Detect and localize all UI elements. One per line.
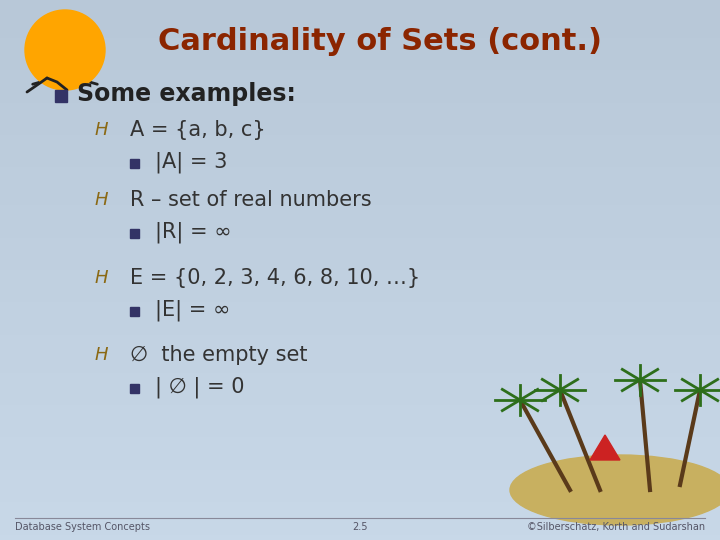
- Bar: [130, 229, 139, 238]
- Text: |E| = ∞: |E| = ∞: [155, 299, 230, 321]
- Text: A = {a, b, c}: A = {a, b, c}: [130, 120, 266, 140]
- Text: Database System Concepts: Database System Concepts: [15, 522, 150, 532]
- Text: ©Silberschatz, Korth and Sudarshan: ©Silberschatz, Korth and Sudarshan: [527, 522, 705, 532]
- Text: 2.5: 2.5: [352, 522, 368, 532]
- Text: H: H: [95, 121, 109, 139]
- Circle shape: [25, 10, 105, 90]
- Text: H: H: [95, 346, 109, 364]
- Ellipse shape: [510, 455, 720, 525]
- Text: |R| = ∞: |R| = ∞: [155, 221, 232, 243]
- Text: | ∅ | = 0: | ∅ | = 0: [155, 376, 245, 398]
- Polygon shape: [590, 435, 620, 460]
- Text: H: H: [95, 191, 109, 209]
- Text: H: H: [95, 269, 109, 287]
- Text: R – set of real numbers: R – set of real numbers: [130, 190, 372, 210]
- Text: E = {0, 2, 3, 4, 6, 8, 10, …}: E = {0, 2, 3, 4, 6, 8, 10, …}: [130, 268, 420, 288]
- Text: ∅  the empty set: ∅ the empty set: [130, 345, 307, 365]
- Bar: [130, 307, 139, 316]
- Text: |A| = 3: |A| = 3: [155, 151, 228, 173]
- Bar: [130, 159, 139, 168]
- Text: Some examples:: Some examples:: [77, 82, 296, 106]
- Bar: [55, 90, 67, 102]
- Bar: [130, 384, 139, 393]
- Text: Cardinality of Sets (cont.): Cardinality of Sets (cont.): [158, 28, 602, 57]
